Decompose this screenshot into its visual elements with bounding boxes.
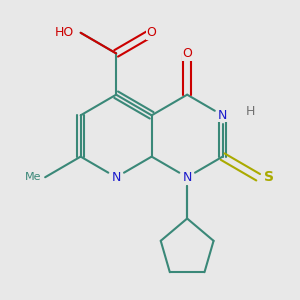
Text: N: N: [112, 171, 121, 184]
Text: HO: HO: [55, 26, 74, 39]
Text: S: S: [264, 170, 274, 184]
Text: O: O: [182, 47, 192, 60]
Text: N: N: [218, 109, 227, 122]
Text: O: O: [147, 26, 157, 39]
Text: Me: Me: [25, 172, 41, 182]
Text: H: H: [246, 105, 255, 118]
Text: N: N: [182, 171, 192, 184]
